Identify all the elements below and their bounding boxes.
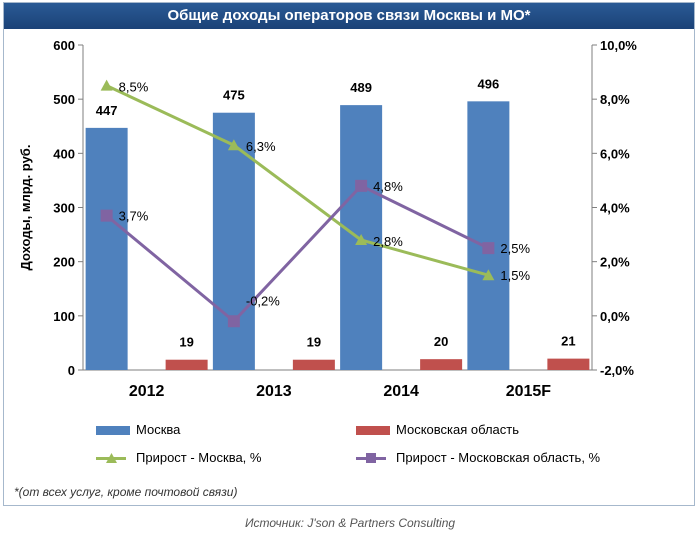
source-caption: Источник: J'son & Partners Consulting	[244, 516, 456, 530]
footnote: *(от всех услуг, кроме почтовой связи)	[14, 485, 238, 499]
legend-swatch-region	[356, 426, 390, 435]
y-tick-label-left: 500	[53, 92, 75, 107]
y-tick-label-right: -2,0%	[600, 363, 634, 378]
legend-swatch-moscow	[96, 426, 130, 435]
y-tick-label-left: 200	[53, 255, 75, 270]
y-tick-label-right: 2,0%	[600, 255, 630, 270]
growth-moscow-point	[482, 269, 495, 281]
growth-region-label: 3,7%	[119, 209, 149, 224]
x-tick-label: 2015F	[506, 383, 552, 400]
bar-moscow	[85, 127, 128, 370]
growth-moscow-point	[355, 234, 368, 245]
bar-label-moscow: 496	[478, 76, 500, 91]
legend-label-region: Московская область	[396, 422, 520, 437]
y-tick-label-right: 6,0%	[600, 146, 630, 161]
y-tick-label-left: 600	[53, 38, 75, 53]
y-tick-label-left: 0	[68, 363, 75, 378]
growth-moscow-label: 2,8%	[373, 234, 403, 249]
y-tick-label-right: 8,0%	[600, 92, 630, 107]
bar-label-moscow: 489	[350, 80, 372, 95]
square-marker-icon	[366, 453, 376, 463]
growth-region-label: 4,8%	[373, 179, 403, 194]
bar-region	[547, 358, 590, 370]
legend-label-moscow: Москва	[136, 422, 181, 437]
growth-region-point	[100, 209, 113, 222]
legend-label-growth-region: Прирост - Московская область, %	[396, 450, 601, 465]
y-tick-label-right: 0,0%	[600, 309, 630, 324]
chart-title: Общие доходы операторов связи Москвы и М…	[4, 3, 694, 29]
x-tick-label: 2014	[383, 383, 419, 400]
bar-label-moscow: 447	[96, 103, 118, 118]
y-tick-label-left: 400	[53, 146, 75, 161]
bar-moscow	[467, 101, 510, 370]
bar-label-region: 19	[179, 335, 193, 350]
triangle-marker-icon	[106, 453, 117, 463]
y-tick-label-left: 300	[53, 201, 75, 216]
growth-region-point	[355, 179, 368, 192]
growth-region-label: -0,2%	[246, 293, 280, 308]
x-tick-label: 2012	[129, 383, 165, 400]
x-tick-label: 2013	[256, 383, 292, 400]
bar-label-region: 20	[434, 334, 448, 349]
growth-moscow-label: 6,3%	[246, 139, 276, 154]
growth-moscow-point	[100, 79, 113, 91]
growth-moscow-label: 1,5%	[500, 268, 530, 283]
bar-label-region: 19	[307, 335, 321, 350]
growth-region-line	[105, 183, 490, 324]
bar-label-region: 21	[561, 334, 575, 349]
growth-region-label: 2,5%	[500, 241, 530, 256]
growth-moscow-point	[227, 139, 240, 151]
growth-region-point	[227, 315, 240, 328]
growth-moscow-label: 8,5%	[119, 80, 149, 95]
legend-label-growth-moscow: Прирост - Москва, %	[136, 450, 262, 465]
y-tick-label-right: 10,0%	[600, 38, 637, 53]
y-axis-label: Доходы, млрд. руб.	[18, 145, 33, 271]
bar-label-moscow: 475	[223, 88, 245, 103]
growth-region-point	[482, 242, 495, 255]
y-tick-label-left: 100	[53, 309, 75, 324]
bar-region	[165, 359, 208, 370]
bar-region	[420, 359, 463, 370]
growth-moscow-line	[105, 84, 489, 277]
y-tick-label-right: 4,0%	[600, 201, 630, 216]
bar-region	[292, 359, 335, 370]
